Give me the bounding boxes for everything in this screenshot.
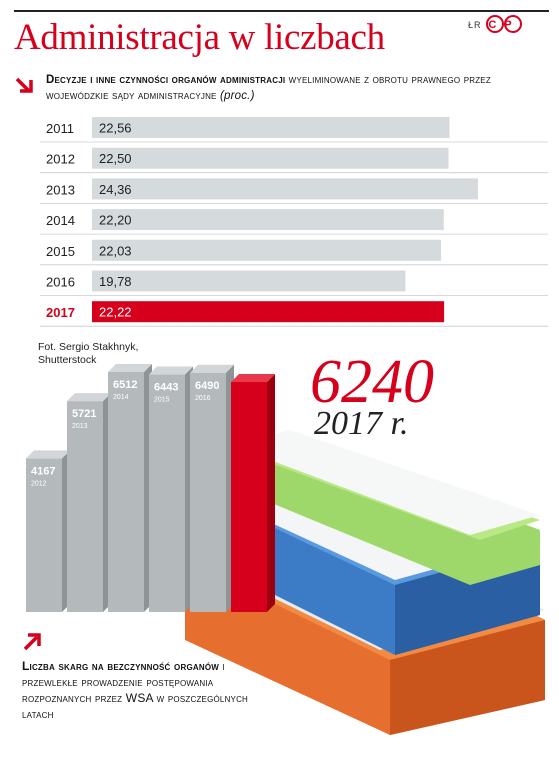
bar <box>92 301 445 323</box>
highlight-number: 6240 <box>310 348 434 416</box>
column-value: 6443 <box>154 382 178 394</box>
year-label: 2011 <box>46 121 74 136</box>
copyright-logo: CP <box>486 15 522 33</box>
year-label: 2015 <box>46 244 75 259</box>
column-value: 4167 <box>31 465 55 477</box>
year-label: 2017 <box>46 305 75 320</box>
column-top <box>67 393 111 402</box>
column <box>231 382 267 612</box>
section2-subtitle-rest: i przewlekłe prowadzenie postępowania ro… <box>22 659 249 721</box>
section1-subtitle-rest: wyeliminowane z obrotu prawnego przez wo… <box>46 74 491 102</box>
bar <box>92 178 478 200</box>
year-label: 2016 <box>46 275 75 290</box>
arrow-down-right-icon <box>15 77 33 93</box>
column-top <box>231 374 275 383</box>
section2-subtitle: Liczba skarg na bezczynność organów i pr… <box>22 658 272 722</box>
column-side <box>267 374 275 612</box>
column <box>149 374 185 612</box>
column-value: 6490 <box>195 380 219 392</box>
value-label: 22,03 <box>99 243 132 258</box>
value-label: 22,50 <box>99 151 132 166</box>
column-year: 2013 <box>72 423 88 430</box>
arrow-up-right-icon <box>23 633 41 651</box>
author-credit: ŁR <box>468 20 482 30</box>
column-year: 2015 <box>154 397 170 404</box>
section1-subtitle-unit: (proc.) <box>219 90 255 102</box>
column-year: 2014 <box>113 394 129 401</box>
column-value: 6512 <box>113 379 137 391</box>
bar <box>92 270 406 292</box>
vbar-chart: 4167 2012 5721 2013 6512 2014 6443 2015 6490 2016 <box>26 364 275 612</box>
year-label: 2014 <box>46 213 75 228</box>
value-label: 24,36 <box>99 182 132 197</box>
value-label: 22,22 <box>99 305 132 320</box>
column <box>190 372 226 612</box>
photo-credit: Fot. Sergio Stakhnyk, Shutterstock <box>38 341 158 367</box>
page-title: Administracja w liczbach <box>14 17 385 58</box>
photo-credit-line2: Shutterstock <box>38 354 97 366</box>
binders-illustration <box>175 430 545 735</box>
bar <box>92 147 449 169</box>
value-label: 22,20 <box>99 213 132 228</box>
year-label: 2012 <box>46 152 75 167</box>
column-top <box>149 366 193 375</box>
photo-credit-line1: Fot. Sergio Stakhnyk, <box>38 341 139 353</box>
column <box>67 401 103 612</box>
section1-subtitle: Decyzje i inne czynności organów adminis… <box>46 72 546 104</box>
column-top <box>108 364 152 372</box>
value-label: 22,56 <box>99 121 132 136</box>
column-year: 2012 <box>31 480 47 487</box>
section2-subtitle-bold: Liczba skarg na bezczynność organów <box>22 659 219 673</box>
top-rule <box>14 10 549 12</box>
logo-text: CP <box>488 19 519 31</box>
year-label: 2013 <box>46 182 75 197</box>
section1-subtitle-bold: Decyzje i inne czynności organów adminis… <box>46 74 286 86</box>
value-label: 19,78 <box>99 274 132 289</box>
column-value: 5721 <box>72 408 96 420</box>
bar <box>92 239 442 261</box>
column <box>26 458 62 612</box>
column-year: 2016 <box>195 395 211 402</box>
column-top <box>26 450 70 459</box>
column-top <box>190 364 234 373</box>
bar <box>92 117 450 138</box>
highlight-year: 2017 r. <box>314 405 409 442</box>
column <box>108 372 144 612</box>
bar <box>92 209 444 231</box>
hbar-chart: 2011 22,56 2012 22,50 2013 24,36 2014 22,20 2015… <box>40 117 548 327</box>
